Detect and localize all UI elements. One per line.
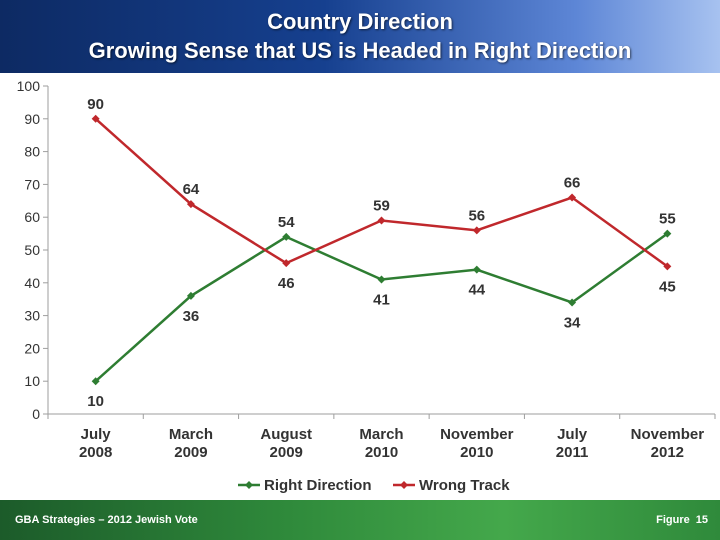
x-tick-label: November 2012 [631,426,705,461]
y-tick-label: 100 [17,78,41,94]
data-label: 90 [87,96,104,113]
figure-number: 15 [695,514,708,526]
y-tick-label: 90 [24,111,40,127]
y-tick-label: 50 [24,242,40,258]
data-label: 56 [468,207,485,224]
data-label: 34 [564,314,581,331]
data-point [472,226,481,235]
data-label: 64 [183,181,200,198]
series-line-wrong-track [94,117,669,268]
data-point [377,216,386,225]
data-point [186,291,195,300]
x-tick-label: November 2010 [440,426,514,461]
y-tick-label: 80 [24,144,40,160]
data-point [568,193,577,202]
legend-label: Right Direction [264,477,372,494]
figure-word: Figure [656,514,690,526]
data-label: 36 [183,308,200,325]
x-tick-label: July 2008 [79,426,112,461]
y-tick-label: 20 [24,340,40,356]
data-label: 66 [564,175,581,192]
y-tick-label: 70 [24,176,40,192]
chart-title: Country Direction [267,9,453,34]
data-point [377,275,386,284]
x-tick-label: August 2009 [260,426,312,461]
x-tick-label: March 2009 [169,426,213,461]
x-tick-label: July 2011 [556,426,589,461]
data-point [282,232,291,241]
data-point [472,265,481,274]
data-point [568,298,577,307]
data-label: 55 [659,211,676,228]
chart-subtitle: Growing Sense that US is Headed in Right… [88,38,632,63]
y-tick-label: 30 [24,308,40,324]
x-tick-label: March 2010 [359,426,403,461]
data-label: 46 [278,275,295,292]
data-point [91,377,100,386]
footer-bar: GBA Strategies – 2012 Jewish Vote Figure… [0,500,720,540]
y-tick-label: 10 [24,373,40,389]
y-tick-label: 40 [24,275,40,291]
footer-source: GBA Strategies – 2012 Jewish Vote [15,514,198,526]
y-tick-label: 60 [24,209,40,225]
data-label: 45 [659,278,676,295]
data-label: 54 [278,214,295,231]
data-point [91,114,100,123]
legend-swatch-marker [245,481,253,489]
data-label: 10 [87,393,104,410]
data-label: 59 [373,197,390,214]
legend-swatch-marker [400,481,408,489]
figure-label: Figure 15 [650,514,708,526]
data-label: 41 [373,292,390,309]
data-point [663,262,672,271]
data-point [186,200,195,209]
line-chart: 0 10 20 30 40 50 60 70 80 90 100 July 2008 March 2009 A… [17,78,716,494]
legend-label: Wrong Track [419,477,510,494]
data-label: 44 [468,282,485,299]
y-tick-label: 0 [32,406,40,422]
header-banner: Country Direction Growing Sense that US … [0,0,720,73]
data-point [663,229,672,238]
data-point [282,259,291,268]
